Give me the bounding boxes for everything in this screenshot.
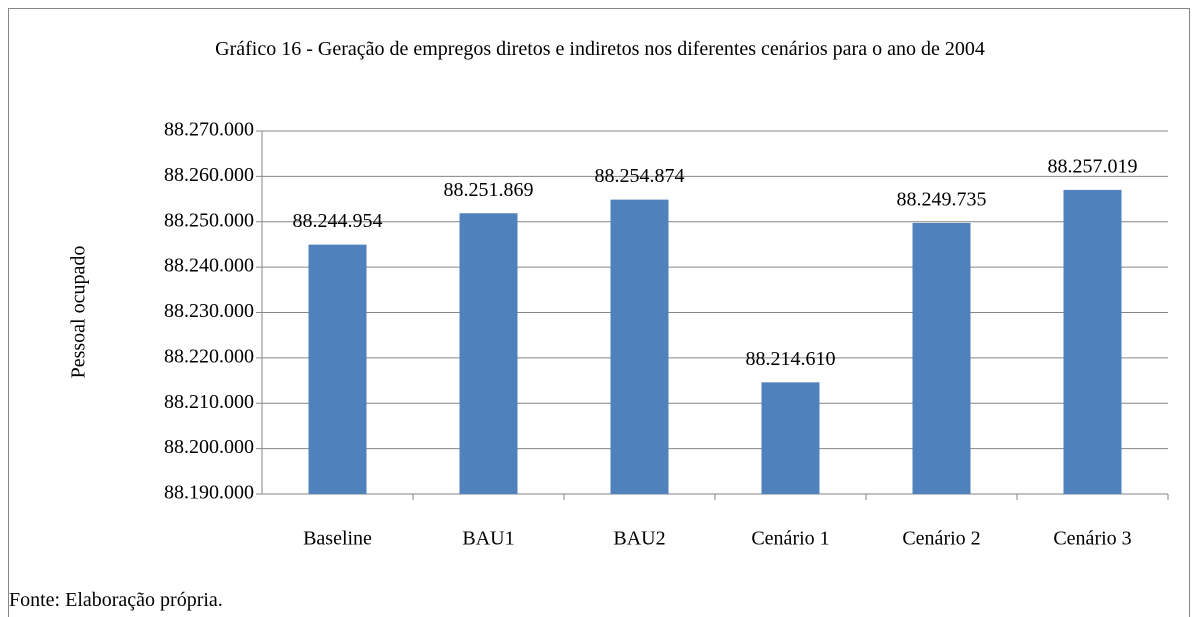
y-tick-label: 88.210.000 [164,391,254,413]
y-axis-label: Pessoal ocupado [68,246,90,379]
data-label: 88.254.874 [595,165,685,187]
x-tick-label: Cenário 2 [902,528,980,550]
y-tick-label: 88.200.000 [164,436,254,458]
bar [761,382,820,494]
x-tick-label: Baseline [303,528,372,550]
y-tick-label: 88.240.000 [164,255,254,277]
chart-border [8,8,1190,617]
data-label: 88.214.610 [746,348,836,370]
data-label: 88.257.019 [1048,155,1138,177]
bar [912,222,971,494]
data-label: 88.244.954 [293,210,383,232]
y-tick-label: 88.220.000 [164,345,254,367]
source-note: Fonte: Elaboração própria. [9,589,223,611]
bar [308,244,367,494]
x-tick-label: BAU2 [613,528,665,550]
chart-title: Gráfico 16 - Geração de empregos diretos… [215,38,985,60]
bar [610,199,669,495]
y-tick-label: 88.260.000 [164,164,254,186]
bar [1063,189,1122,494]
y-tick-label: 88.250.000 [164,209,254,231]
y-tick-label: 88.190.000 [164,482,254,504]
x-tick-label: Cenário 3 [1053,528,1131,550]
data-label: 88.249.735 [897,189,987,211]
data-label: 88.251.869 [444,179,534,201]
bar [459,213,518,494]
y-tick-label: 88.270.000 [164,119,254,141]
x-tick-label: Cenário 1 [751,528,829,550]
x-tick-label: BAU1 [462,528,514,550]
y-tick-label: 88.230.000 [164,300,254,322]
